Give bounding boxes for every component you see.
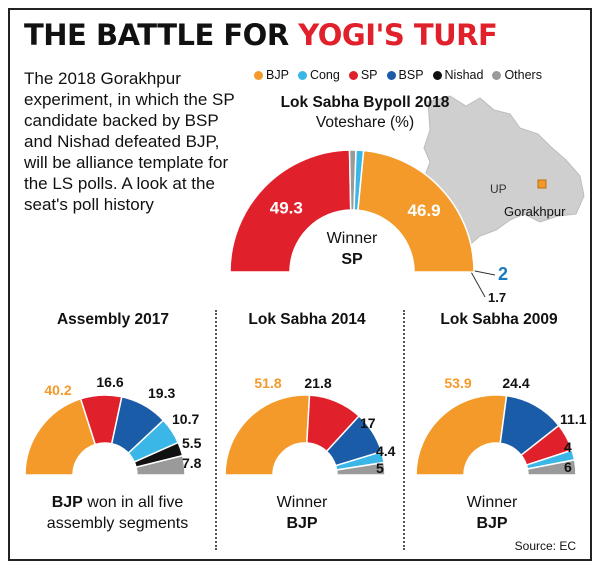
value-label-others: 1.7 [488,290,506,305]
lok-sabha-2014-caption-top: Winner [276,494,328,511]
bypoll-caption-bottom: SP [341,251,363,268]
value-label-sp: 21.8 [304,375,331,391]
value-label-bsp: 19.3 [148,385,175,401]
legend-dot [348,70,358,80]
donut-chart-2: 51.8 21.8 174.45 [224,375,396,476]
gorakhpur-marker [537,179,547,189]
slice-others [135,454,186,476]
map-city-label: Gorakhpur [504,204,566,219]
legend-item-bsp: BSP [386,68,424,82]
legend-dot [254,70,263,80]
headline: THE BATTLE FOR YOGI'S TURF [24,18,498,52]
value-label-sp: 11.1 [560,411,587,427]
slice-bjp [24,397,97,476]
value-label-others: 6 [564,459,572,475]
map-state-label: UP [490,182,507,196]
assembly-caption: BJP won in all five assembly segments [30,492,205,534]
legend-label: BSP [398,68,424,82]
source-note: Source: EC [514,539,576,553]
legend: BJP Cong SP BSP Nishad Others [254,68,542,82]
headline-part-1: THE BATTLE FOR [24,18,299,52]
value-label-cong: 10.7 [172,411,199,427]
legend-label: BJP [266,68,289,82]
infographic-frame: THE BATTLE FOR YOGI'S TURF The 2018 Gora… [8,8,592,561]
value-label-sp: 49.3 [270,199,303,218]
value-label-sp: 16.6 [96,374,123,390]
bypoll-subtitle: Voteshare (%) [315,114,415,131]
legend-dot [492,70,502,80]
value-label-nishad: 5.5 [182,435,202,451]
assembly-caption-rest: won in all five assembly segments [46,494,189,532]
slice-others [335,461,386,476]
legend-item-nishad: Nishad [432,68,484,82]
slice-others [526,459,577,476]
legend-item-cong: Cong [297,68,340,82]
lok-sabha-2014-title: Lok Sabha 2014 [248,311,366,328]
headline-part-2: YOGI'S TURF [298,18,498,52]
intro-text: The 2018 Gorakhpur experiment, in which … [24,69,235,214]
legend-dot [297,70,307,80]
charts-layer: 49.3 1.7 2 46.9 40.2 16.6 19.3 10.7 5.5 7.8 51.8 21… [24,149,587,476]
assembly-2017-title: Assembly 2017 [56,311,170,328]
value-label-others: 5 [376,460,384,476]
lok-sabha-2009-caption-bottom: BJP [476,515,508,532]
legend-dot [432,70,442,80]
value-label-bjp: 46.9 [408,201,441,220]
assembly-caption-bold: BJP [51,494,83,511]
legend-item-bjp: BJP [254,68,289,82]
slice-sp [229,149,352,273]
donut-chart-0: 49.3 1.7 2 46.9 [229,149,508,305]
legend-dot [386,70,396,80]
bypoll-caption: Winner SP [297,228,407,270]
value-label-bjp: 40.2 [44,382,71,398]
divider-2 [403,310,405,550]
value-label-bsp: 17 [360,415,376,431]
slice-bjp [415,394,508,476]
legend-label: Cong [309,68,340,82]
donut-chart-1: 40.2 16.6 19.3 10.7 5.5 7.8 [24,374,202,476]
bypoll-caption-top: Winner [326,230,378,247]
legend-item-others: Others [492,68,542,82]
lok-sabha-2009-caption: Winner BJP [432,492,552,534]
donut-chart-3: 53.9 24.4 11.1 4 6 [415,375,587,476]
lok-sabha-2009-caption-top: Winner [466,494,518,511]
value-label-cong: 4 [564,439,572,455]
value-label-bjp: 53.9 [444,375,471,391]
value-label-bsp: 24.4 [502,375,529,391]
lok-sabha-2009-title: Lok Sabha 2009 [440,311,558,328]
slice-bjp [357,149,475,273]
value-label-cong: 2 [498,264,508,284]
value-label-cong: 4.4 [376,443,396,459]
legend-label: Nishad [444,68,484,82]
slice-bjp [224,394,311,476]
bypoll-title: Lok Sabha Bypoll 2018 [280,94,450,111]
divider-1 [215,310,217,550]
leader-line [469,269,486,298]
legend-label: Others [504,68,542,82]
lok-sabha-2014-caption: Winner BJP [242,492,362,534]
legend-label: SP [360,68,378,82]
value-label-others: 7.8 [182,455,202,471]
legend-item-sp: SP [348,68,378,82]
lok-sabha-2014-caption-bottom: BJP [286,515,318,532]
value-label-bjp: 51.8 [254,375,281,391]
